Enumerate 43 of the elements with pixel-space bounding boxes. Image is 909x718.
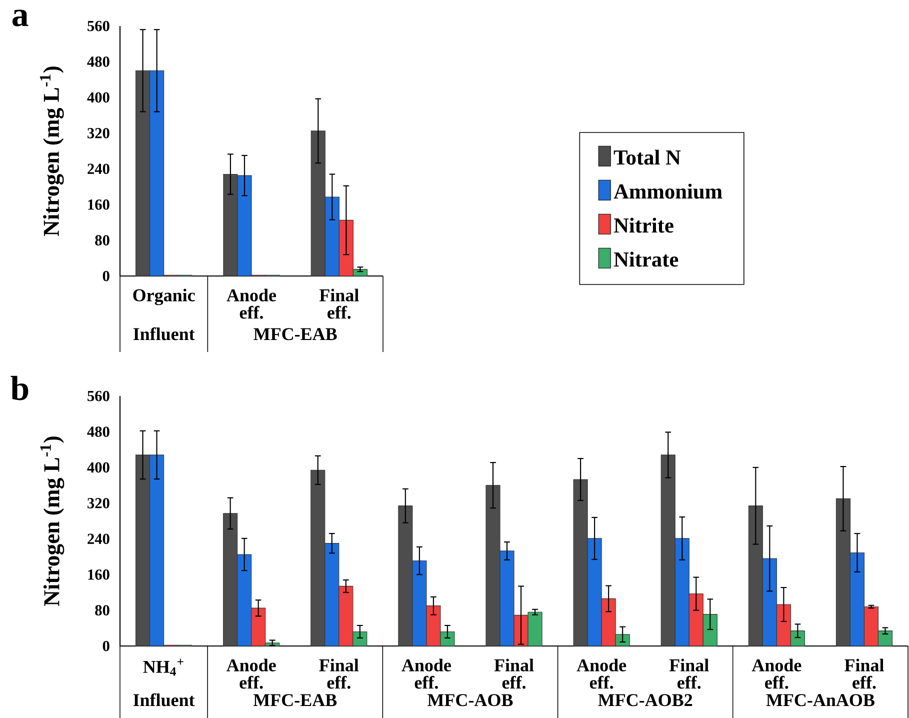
legend-label: Ammonium (614, 183, 722, 199)
x-tick-label: Anode eff. (402, 658, 451, 689)
text: MFC-EAB (253, 694, 337, 706)
y-axis-title: Nitrogen (mg L$^{-1}$) (40, 436, 64, 606)
x-tick-label: Anode eff. (226, 658, 276, 689)
x-tick-label: Final eff. (319, 658, 359, 689)
text: MFC-EAB (254, 328, 337, 340)
x-tick-label: Final eff. (669, 658, 709, 689)
x-tick-label: Organic (133, 288, 195, 305)
y-tick-label: 480 (87, 426, 110, 437)
y-tick-label: 560 (88, 20, 110, 31)
text: MFC-AOB (428, 694, 513, 706)
y-tick-label: 80 (95, 234, 110, 246)
y-tick-label: 80 (95, 604, 110, 616)
y-tick-label: 0 (102, 640, 110, 651)
y-tick-label: 320 (88, 128, 110, 138)
x-tick-label: Anode eff. (752, 658, 802, 689)
text: Influent (133, 693, 195, 706)
x-tick-label: NH$_{4}$+ (143, 658, 184, 676)
text: MFC-AOB2 (598, 694, 692, 706)
chart-title: b (10, 376, 28, 400)
x-tick-label: Anode eff. (576, 658, 626, 689)
y-tick-label: 240 (88, 163, 110, 174)
text: MFC-AnAOB (766, 694, 874, 706)
y-tick-label: 240 (88, 534, 110, 544)
text: Influent (133, 327, 195, 340)
y-tick-label: 480 (87, 56, 110, 67)
x-tick-label: Final eff. (319, 288, 359, 319)
y-axis-title: Nitrogen (mg L$^{-1}$) (40, 66, 64, 236)
x-tick-label: Final eff. (844, 658, 884, 689)
legend-label: Nitrite (614, 217, 674, 233)
y-tick-label: 560 (88, 390, 110, 401)
y-tick-label: 320 (88, 498, 110, 508)
chart-title: a (12, 10, 28, 26)
x-tick-label: Anode eff. (226, 288, 276, 319)
y-tick-label: 160 (88, 569, 110, 580)
y-tick-label: 400 (87, 92, 110, 102)
y-tick-label: 400 (87, 462, 110, 472)
y-tick-label: 160 (88, 199, 110, 210)
legend-label: Total N (614, 149, 681, 165)
legend-label: Nitrate (614, 251, 678, 267)
x-tick-label: Final eff. (494, 658, 534, 689)
y-tick-label: 0 (102, 270, 110, 281)
